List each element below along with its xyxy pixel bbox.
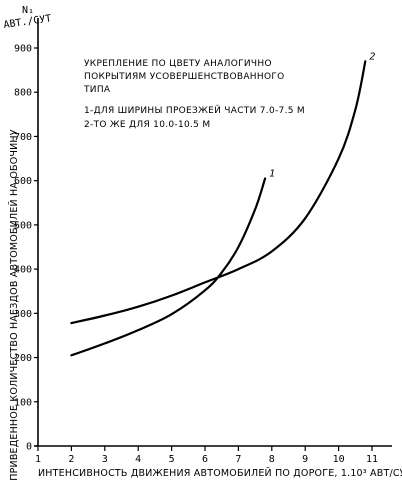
annotation: УКРЕПЛЕНИЕ ПО ЦВЕТУ АНАЛОГИЧНО ПОКРЫТИЯМ… [83, 59, 305, 130]
y-tick-label-800: 800 [14, 88, 32, 99]
series [70, 60, 367, 357]
y-axis-unit: АВТ./СУТ [3, 13, 52, 31]
x-tick-label-7: 7 [235, 454, 241, 465]
series-line-2 [70, 60, 367, 325]
series-label-2: 2 [369, 51, 375, 62]
y-tick-label-300: 300 [14, 309, 32, 320]
y-tick-label-600: 600 [14, 176, 32, 187]
annotation-line-3: ТИПА [83, 85, 111, 95]
ticks: 1 2 3 4 5 6 7 8 9 10 11010020030040050060070080090… [14, 44, 378, 466]
x-tick-label-4: 4 [135, 454, 141, 465]
x-tick-label-3: 3 [102, 454, 108, 465]
annotation-line-2: ПОКРЫТИЯМ УСОВЕРШЕНСТВОВАННОГО [84, 72, 285, 82]
x-tick-label-9: 9 [302, 454, 308, 465]
series-label-1: 1 [269, 168, 275, 179]
x-axis-label: ИНТЕНСИВНОСТЬ ДВИЖЕНИЯ АВТОМОБИЛЕЙ ПО ДО… [38, 467, 402, 479]
y-tick-label-500: 500 [14, 220, 32, 231]
annotation-line-5: 2-ТО ЖЕ ДЛЯ 10.0-10.5 М [84, 120, 210, 130]
series-line-1 [70, 177, 267, 357]
x-tick-label-1: 1 [35, 454, 41, 465]
y-tick-label-700: 700 [14, 132, 32, 143]
y-tick-label-100: 100 [14, 397, 32, 408]
x-tick-label-5: 5 [169, 454, 175, 465]
annotation-line-1: УКРЕПЛЕНИЕ ПО ЦВЕТУ АНАЛОГИЧНО [84, 59, 272, 69]
x-tick-label-10: 10 [333, 454, 345, 465]
y-tick-label-400: 400 [14, 265, 32, 276]
x-tick-label-6: 6 [202, 454, 208, 465]
x-tick-label-8: 8 [269, 454, 275, 465]
y-tick-label-0: 0 [26, 442, 32, 453]
x-tick-label-2: 2 [68, 454, 74, 465]
y-axis-symbol: N₁ [22, 5, 34, 16]
y-tick-label-200: 200 [14, 353, 32, 364]
annotation-line-4: 1-ДЛЯ ШИРИНЫ ПРОЕЗЖЕЙ ЧАСТИ 7.0-7.5 М [84, 104, 305, 116]
y-axis-label: ПРИВЕДЕННОЕ КОЛИЧЕСТВО НАЕЗДОВ АВТОМОБИЛ… [8, 129, 20, 480]
series-labels: 12 [269, 51, 375, 179]
x-tick-label-11: 11 [366, 454, 378, 465]
y-tick-label-900: 900 [14, 44, 32, 55]
